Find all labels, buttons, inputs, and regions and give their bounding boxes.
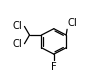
- Text: Cl: Cl: [67, 18, 77, 28]
- Text: Cl: Cl: [12, 21, 22, 31]
- Text: F: F: [51, 62, 57, 72]
- Text: Cl: Cl: [12, 40, 22, 49]
